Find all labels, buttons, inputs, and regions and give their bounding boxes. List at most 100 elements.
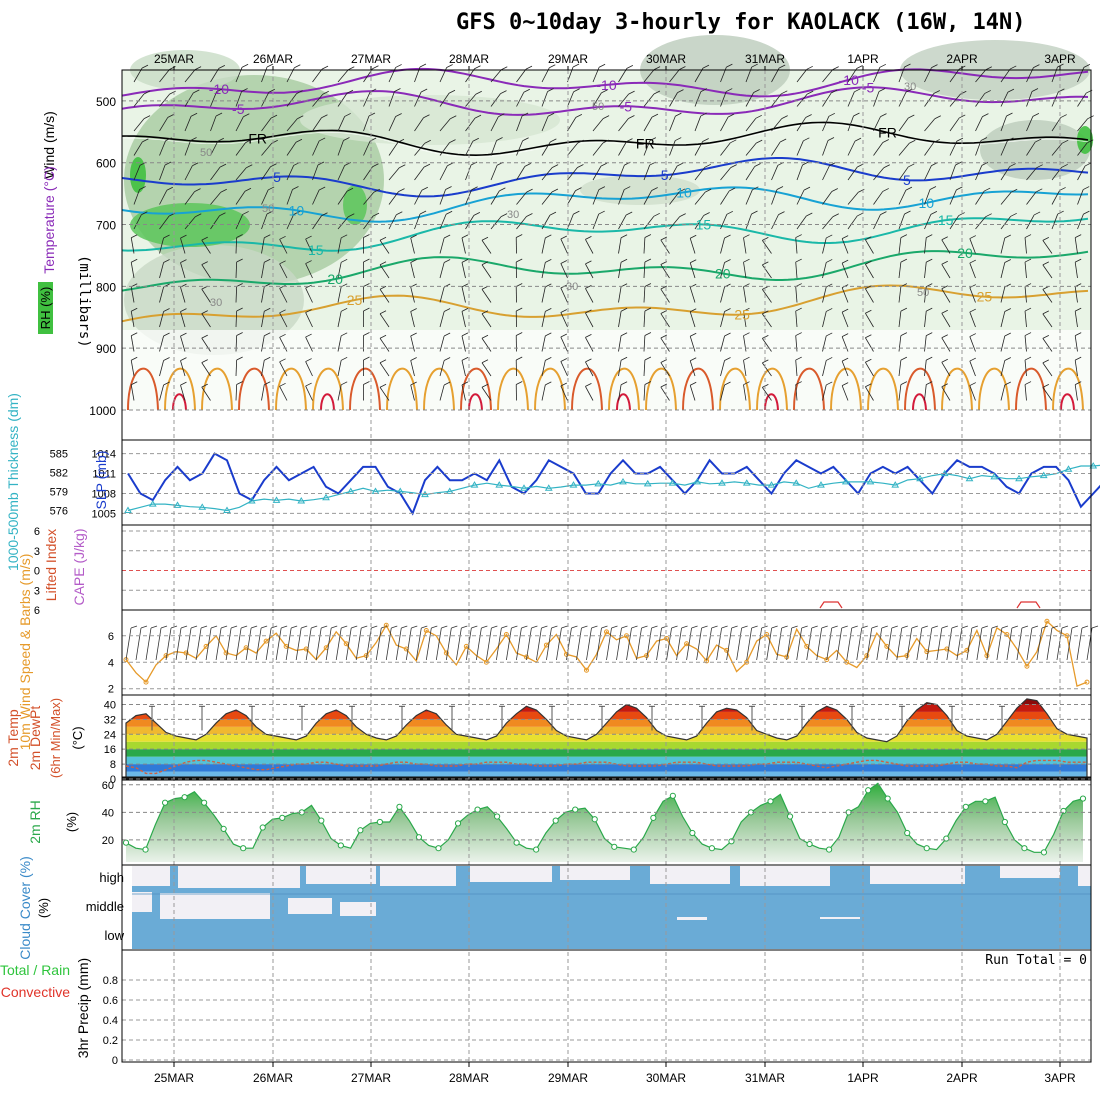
rh-point bbox=[396, 803, 403, 810]
surface-wind-barb bbox=[425, 627, 432, 661]
wind-barb bbox=[337, 262, 342, 279]
wind-barb bbox=[414, 66, 421, 83]
wind-barb bbox=[261, 335, 265, 352]
wind-barb bbox=[847, 115, 854, 132]
rh-high-area bbox=[343, 185, 367, 225]
wind-barb bbox=[924, 237, 927, 254]
wind-barb bbox=[414, 91, 422, 107]
wind-barb-flag bbox=[321, 212, 328, 217]
wind-barb bbox=[410, 262, 415, 279]
surface-wind-barb-flag bbox=[501, 625, 508, 629]
wind-barb bbox=[1024, 384, 1027, 401]
wind-barb bbox=[822, 216, 834, 230]
wind-barb bbox=[379, 240, 390, 254]
wind-barb-flag bbox=[1004, 308, 1011, 312]
wind-barb bbox=[337, 384, 342, 401]
thickness-point bbox=[346, 487, 355, 494]
wind-barb-flag bbox=[1004, 357, 1011, 361]
wind-barb bbox=[865, 362, 874, 377]
rh-point bbox=[1021, 845, 1028, 852]
wind-barb bbox=[592, 142, 604, 156]
wind-barb-flag bbox=[984, 90, 991, 94]
wind-barb bbox=[941, 288, 951, 303]
wind-barb bbox=[184, 92, 194, 107]
wind-barb-flag bbox=[690, 332, 697, 337]
wind-barb bbox=[133, 118, 145, 132]
surface-wind-barb bbox=[1006, 627, 1013, 661]
rh-point bbox=[220, 825, 227, 832]
wind-barb bbox=[1026, 91, 1033, 107]
pressure-tick-label: 700 bbox=[96, 219, 116, 233]
wind-speed-point bbox=[1044, 618, 1050, 624]
surface-wind-barb bbox=[345, 627, 352, 661]
wind-barb bbox=[159, 262, 164, 279]
thickness-point bbox=[742, 479, 751, 486]
surface-wind-barb-flag bbox=[1061, 625, 1069, 629]
wind-barb-flag bbox=[321, 65, 329, 70]
wind-barb bbox=[694, 91, 702, 107]
lifted-index-line bbox=[819, 601, 843, 609]
temperature-band bbox=[126, 711, 1087, 720]
wind-barb bbox=[439, 118, 451, 132]
wind-barb-flag bbox=[379, 359, 387, 364]
wind-barb bbox=[949, 117, 960, 132]
surface-wind-barb-flag bbox=[951, 625, 958, 629]
wind-barb-flag bbox=[190, 112, 198, 117]
wind-barb bbox=[795, 335, 798, 352]
rh-point bbox=[318, 817, 325, 824]
wind-barb bbox=[969, 238, 976, 254]
wind-barb-flag bbox=[690, 308, 697, 313]
wind-barb-flag bbox=[423, 114, 430, 119]
temp-tick-label: 8 bbox=[110, 759, 116, 771]
wind-barb bbox=[261, 117, 272, 132]
wind-barb-flag bbox=[396, 211, 403, 216]
wind-barb bbox=[261, 286, 265, 303]
wind-barb bbox=[184, 140, 191, 156]
wind-barb bbox=[689, 311, 696, 328]
wind-barb bbox=[379, 338, 390, 352]
temperature-contour bbox=[121, 121, 1089, 157]
surface-wind-barb bbox=[996, 627, 1003, 661]
wind-speed-point bbox=[764, 631, 770, 637]
temp-tick-label: 32 bbox=[104, 714, 116, 726]
wind-barb bbox=[210, 141, 219, 156]
surface-wind-barb-flag bbox=[711, 625, 718, 629]
wind-barb-flag bbox=[900, 234, 908, 238]
wind-barb-flag bbox=[501, 66, 508, 71]
wind-barb bbox=[618, 237, 622, 254]
wind-barb-flag bbox=[653, 90, 661, 95]
wind-barb-flag bbox=[363, 356, 370, 361]
surface-wind-barb-flag bbox=[721, 625, 728, 629]
wind-barb-flag bbox=[498, 113, 505, 118]
wind-barb-flag bbox=[969, 382, 976, 386]
wind-barb bbox=[873, 142, 884, 156]
temperature-band bbox=[126, 764, 1087, 772]
wind-barb bbox=[159, 286, 164, 303]
wind-barb-flag bbox=[549, 64, 556, 69]
surface-wind-barb-flag bbox=[291, 625, 298, 629]
wind-barb bbox=[1000, 360, 1006, 377]
wind-barb bbox=[618, 214, 627, 230]
temp-unit-title: (°C) bbox=[70, 726, 85, 749]
wind-barb-flag bbox=[246, 164, 253, 169]
wind-barb bbox=[1024, 237, 1027, 254]
wind-barb-flag bbox=[292, 186, 299, 190]
surface-wind-barb-flag bbox=[321, 625, 328, 629]
wind-barb bbox=[949, 215, 960, 230]
wind-barb bbox=[130, 335, 135, 352]
surface-wind-barb-flag bbox=[571, 625, 578, 629]
wind-barb bbox=[841, 262, 849, 279]
wind-barb-flag bbox=[131, 381, 138, 386]
wind-barb-flag bbox=[264, 381, 271, 386]
surface-wind-barb bbox=[165, 627, 172, 661]
wind-barb-flag bbox=[526, 213, 533, 217]
wind-barb-flag bbox=[926, 307, 933, 312]
wind-barb bbox=[669, 216, 680, 230]
wind-barb-flag bbox=[931, 64, 938, 68]
rh-tick-label: 40 bbox=[102, 807, 114, 819]
wind-barb-flag bbox=[279, 260, 286, 265]
wind-barb bbox=[618, 262, 622, 279]
wind-barb-flag bbox=[880, 211, 887, 215]
surface-wind-barb-flag bbox=[581, 625, 588, 629]
wind-barb-flag bbox=[807, 90, 814, 95]
